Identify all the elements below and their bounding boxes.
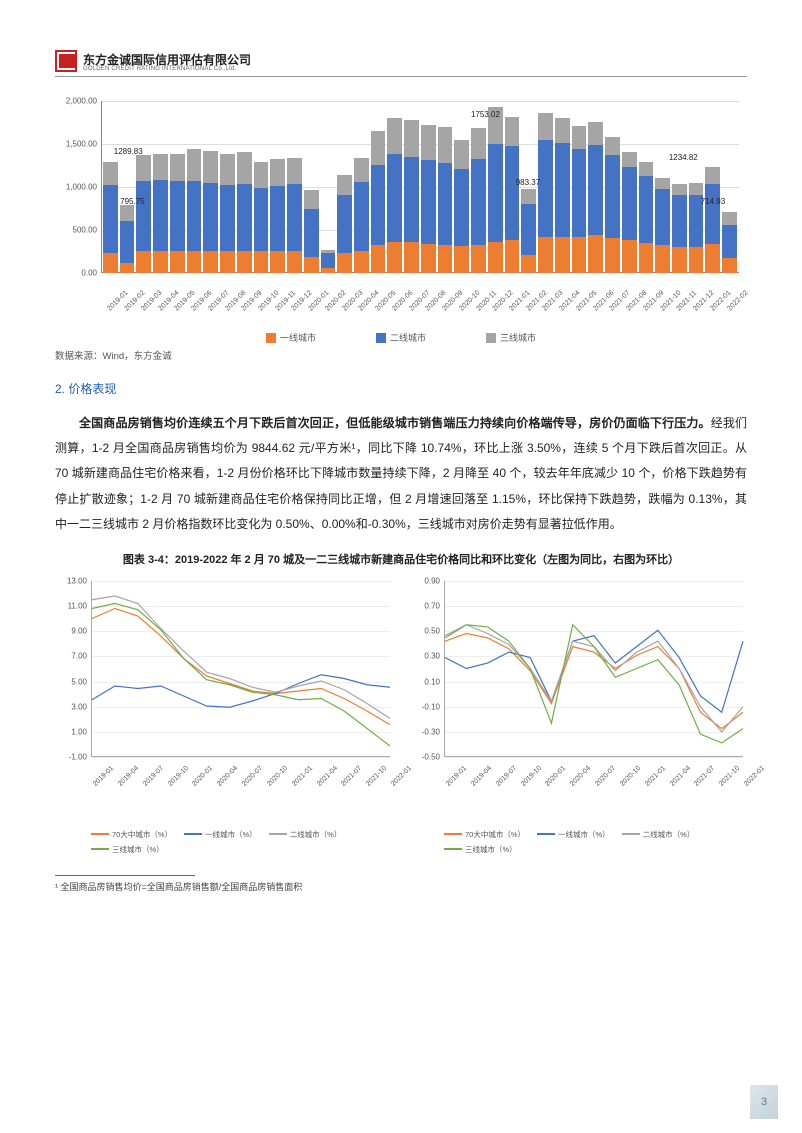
header: 东方金诚国际信用评估有限公司 GOLDEN CREDIT RATING INTE… [55, 50, 747, 77]
body-paragraph: 全国商品房销售均价连续五个月下跌后首次回正，但低能级城市销售端压力持续向价格端传… [55, 411, 747, 537]
figure-title: 图表 3-4：2019-2022 年 2 月 70 城及一二三线城市新建商品住宅… [55, 551, 747, 567]
company-name-cn: 东方金诚国际信用评估有限公司 [83, 54, 251, 66]
stacked-bar-chart: 0.00500.001,000.001,500.002,000.00 2019-… [55, 95, 747, 325]
bar-legend: 一线城市二线城市三线城市 [55, 331, 747, 344]
data-source: 数据来源：Wind，东方金诚 [55, 348, 747, 362]
para-body: 经我们测算，1-2 月全国商品房销售均价为 9844.62 元/平方米¹，同比下… [55, 416, 747, 531]
dual-line-charts: 2019-012019-042019-072019-102020-012020-… [55, 577, 747, 807]
para-lead: 全国商品房销售均价连续五个月下跌后首次回正，但低能级城市销售端压力持续向价格端传… [79, 416, 711, 430]
section-title: 2. 价格表现 [55, 380, 747, 397]
company-name-en: GOLDEN CREDIT RATING INTERNATIONAL Co.,L… [83, 66, 251, 72]
footnote: ¹ 全国商品房销售均价=全国商品房销售额/全国商品房销售面积 [55, 880, 747, 893]
footnote-rule [55, 875, 195, 876]
logo-mark [55, 50, 77, 72]
line-chart-mom: 2019-012019-042019-072019-102020-012020-… [408, 577, 747, 807]
page-number: 3 [750, 1085, 778, 1119]
line-chart-yoy: 2019-012019-042019-072019-102020-012020-… [55, 577, 394, 807]
